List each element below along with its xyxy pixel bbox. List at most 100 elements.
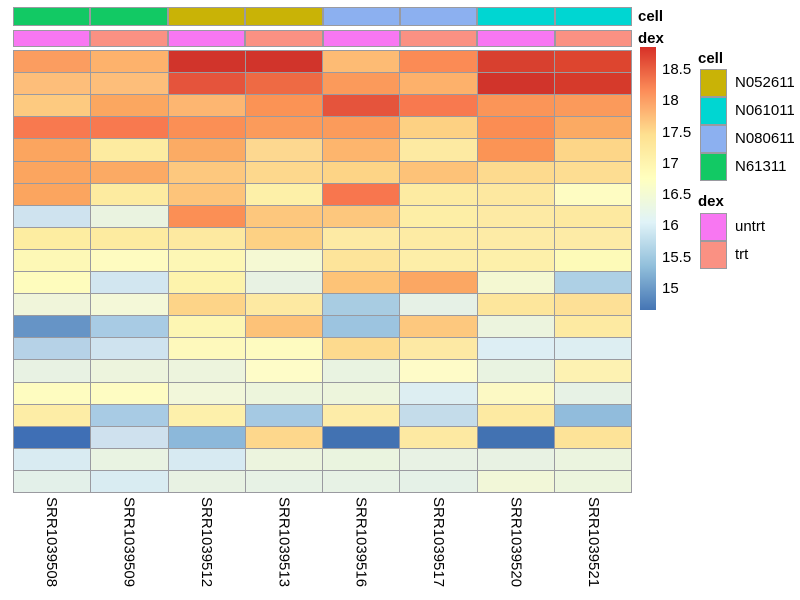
heatmap-cell-r9-c3	[168, 227, 245, 249]
legend-swatch-untrt	[700, 212, 727, 241]
dex-annotation-seg-3-untrt	[167, 30, 246, 47]
legend-swatch-N052611	[700, 68, 727, 97]
column-label-wrap: SRR1039513	[245, 497, 322, 597]
heatmap-cell-r15-c6	[400, 360, 477, 382]
heatmap-cell-r1-c3	[168, 51, 245, 73]
heatmap-cell-r8-c4	[245, 205, 322, 227]
legend-title-cell: cell	[698, 50, 724, 67]
heatmap-cell-r1-c6	[400, 51, 477, 73]
heatmap-cell-r7-c7	[477, 183, 554, 205]
heatmap-cell-r13-c4	[245, 316, 322, 338]
heatmap-cell-r4-c8	[554, 117, 631, 139]
heatmap-cell-r18-c6	[400, 426, 477, 448]
colorbar-tick-16.5: 16.5	[662, 186, 692, 204]
heatmap-cell-r4-c4	[245, 117, 322, 139]
heatmap-cell-r3-c7	[477, 95, 554, 117]
heatmap-cell-r7-c1	[14, 183, 91, 205]
heatmap-cell-r20-c3	[168, 470, 245, 492]
heatmap-cell-r18-c8	[554, 426, 631, 448]
heatmap-cell-r11-c6	[400, 272, 477, 294]
heatmap-cell-r3-c2	[91, 95, 168, 117]
column-label-SRR1039513: SRR1039513	[275, 497, 293, 588]
heatmap-cell-r17-c7	[477, 404, 554, 426]
heatmap-cell-r17-c4	[245, 404, 322, 426]
heatmap-cell-r17-c8	[554, 404, 631, 426]
heatmap-cell-r19-c5	[323, 448, 400, 470]
heatmap-cell-r16-c8	[554, 382, 631, 404]
legend-label-trt: trt	[735, 245, 749, 263]
heatmap-grid	[13, 50, 632, 493]
heatmap-cell-r15-c1	[14, 360, 91, 382]
heatmap-cell-r10-c4	[245, 249, 322, 271]
heatmap-cell-r10-c8	[554, 249, 631, 271]
dex-annotation-seg-6-trt	[399, 30, 478, 47]
colorbar-tick-17.5: 17.5	[662, 123, 692, 141]
column-label-wrap: SRR1039517	[400, 497, 477, 597]
heatmap-cell-r19-c6	[400, 448, 477, 470]
heatmap-cell-r10-c6	[400, 249, 477, 271]
heatmap-cell-r11-c2	[91, 272, 168, 294]
heatmap-cell-r15-c8	[554, 360, 631, 382]
dex-annotation-seg-7-untrt	[477, 30, 555, 47]
heatmap-cell-r4-c3	[168, 117, 245, 139]
heatmap-cell-r8-c6	[400, 205, 477, 227]
column-label-wrap: SRR1039516	[323, 497, 400, 597]
heatmap-cell-r13-c2	[91, 316, 168, 338]
heatmap-cell-r8-c7	[477, 205, 554, 227]
heatmap-cell-r11-c3	[168, 272, 245, 294]
heatmap-cell-r6-c6	[400, 161, 477, 183]
heatmap-cell-r12-c5	[323, 294, 400, 316]
heatmap-cell-r16-c2	[91, 382, 168, 404]
heatmap-cell-r13-c6	[400, 316, 477, 338]
heatmap-cell-r1-c7	[477, 51, 554, 73]
heatmap-cell-r2-c7	[477, 73, 554, 95]
legend-label-N080611: N080611	[735, 129, 795, 147]
heatmap-cell-r2-c6	[400, 73, 477, 95]
annotation-row-label-dex: dex	[638, 30, 664, 47]
heatmap-cell-r20-c4	[245, 470, 322, 492]
heatmap-cell-r13-c1	[14, 316, 91, 338]
heatmap-cell-r6-c7	[477, 161, 554, 183]
heatmap-cell-r14-c2	[91, 338, 168, 360]
heatmap-cell-r20-c5	[323, 470, 400, 492]
annotation-bar-dex	[13, 30, 632, 47]
heatmap-cell-r1-c2	[91, 51, 168, 73]
cell-annotation-seg-3-N052611	[167, 7, 246, 26]
heatmap-cell-r6-c3	[168, 161, 245, 183]
annotation-row-label-cell: cell	[638, 8, 664, 25]
heatmap-cell-r13-c3	[168, 316, 245, 338]
dex-annotation-seg-4-trt	[245, 30, 323, 47]
colorbar-tick-18: 18	[662, 92, 679, 110]
heatmap-cell-r12-c7	[477, 294, 554, 316]
heatmap-cell-r8-c5	[323, 205, 400, 227]
legend-item-cell-N080611: N080611	[700, 124, 795, 153]
column-label-wrap: SRR1039520	[477, 497, 554, 597]
heatmap-cell-r2-c2	[91, 73, 168, 95]
heatmap-cell-r16-c7	[477, 382, 554, 404]
heatmap-cell-r17-c5	[323, 404, 400, 426]
legend-swatch-trt	[700, 240, 727, 269]
heatmap-cell-r15-c2	[91, 360, 168, 382]
heatmap-cell-r2-c5	[323, 73, 400, 95]
cell-annotation-seg-1-N61311	[13, 7, 91, 26]
heatmap-cell-r19-c8	[554, 448, 631, 470]
dex-annotation-seg-2-trt	[90, 30, 168, 47]
heatmap-cell-r9-c6	[400, 227, 477, 249]
column-label-SRR1039517: SRR1039517	[430, 497, 448, 588]
cell-annotation-seg-4-N052611	[245, 7, 323, 26]
heatmap-cell-r3-c4	[245, 95, 322, 117]
column-label-SRR1039509: SRR1039509	[120, 497, 138, 588]
heatmap-cell-r5-c6	[400, 139, 477, 161]
heatmap-cell-r9-c7	[477, 227, 554, 249]
heatmap-cell-r11-c1	[14, 272, 91, 294]
heatmap-cell-r20-c2	[91, 470, 168, 492]
heatmap-cell-r15-c7	[477, 360, 554, 382]
heatmap-cell-r5-c8	[554, 139, 631, 161]
heatmap-cell-r16-c4	[245, 382, 322, 404]
column-label-SRR1039512: SRR1039512	[197, 497, 215, 588]
heatmap-cell-r5-c7	[477, 139, 554, 161]
heatmap-cell-r13-c7	[477, 316, 554, 338]
heatmap-cell-r10-c1	[14, 249, 91, 271]
heatmap-cell-r4-c6	[400, 117, 477, 139]
colorbar-gradient	[640, 47, 656, 310]
